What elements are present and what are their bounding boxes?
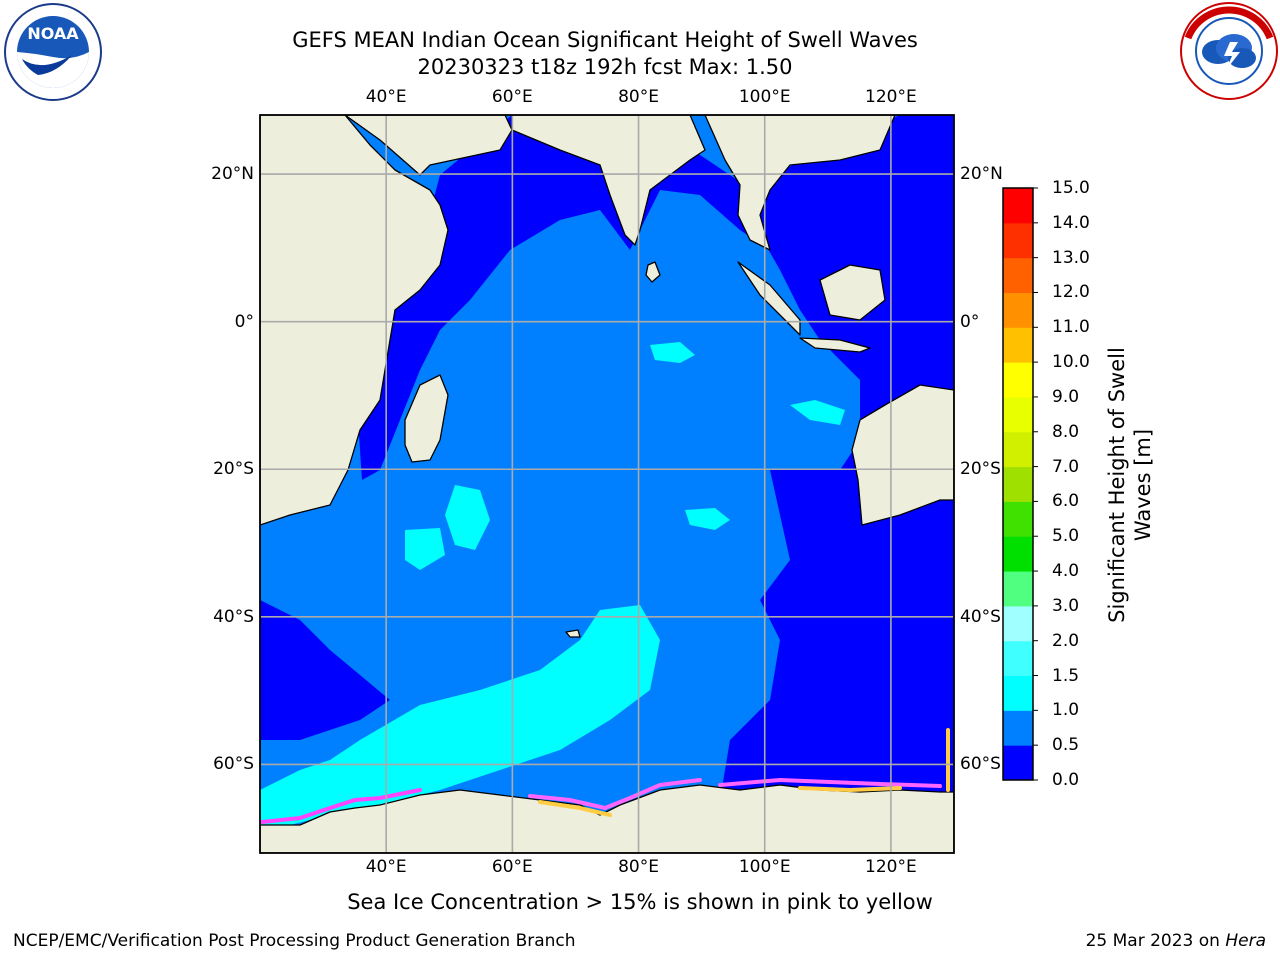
high-swell-region-southern-ocean <box>260 605 660 830</box>
high-swell-patch-1 <box>445 485 490 550</box>
colorbar-tick-label: 0.5 <box>1052 735 1080 756</box>
colorbar-cell <box>1003 396 1033 433</box>
colorbar-cell <box>1003 188 1033 224</box>
sea-ice-caption: Sea Ice Concentration > 15% is shown in … <box>347 890 933 914</box>
colorbar-cell <box>1003 536 1033 572</box>
colorbar-tick-label: 11.0 <box>1052 317 1090 338</box>
high-swell-patch-2 <box>650 342 695 363</box>
colorbar-tick-label: 12.0 <box>1052 282 1090 303</box>
footer-credit: NCEP/EMC/Verification Post Processing Pr… <box>13 931 576 951</box>
land-southeast-asia <box>704 115 896 251</box>
x-tick-label-bottom: 60°E <box>491 857 533 877</box>
colorbar-tick-label: 15.0 <box>1052 178 1090 198</box>
svg-text:NOAA: NOAA <box>27 24 79 43</box>
x-tick-label-top: 100°E <box>738 87 791 107</box>
colorbar-tick-label: 7.0 <box>1052 456 1080 477</box>
land-sumatra <box>737 261 801 336</box>
land-sri-lanka <box>645 261 661 283</box>
chart-title: GEFS MEAN Indian Ocean Significant Heigh… <box>292 28 918 52</box>
y-tick-label-left: 0° <box>234 311 254 332</box>
x-tick-label-bottom: 80°E <box>618 857 659 877</box>
x-tick-label-bottom: 100°E <box>738 857 791 877</box>
x-tick-label-top: 60°E <box>491 87 533 107</box>
colorbar-cell <box>1003 257 1033 293</box>
colorbar-tick-label: 10.0 <box>1052 352 1090 373</box>
high-swell-patch-5 <box>405 528 445 570</box>
colorbar-tick-label: 13.0 <box>1052 247 1090 268</box>
colorbar-tick-label: 5.0 <box>1052 526 1080 547</box>
footer-host: Hera <box>1225 931 1266 951</box>
y-tick-label-left: 60°S <box>213 754 254 775</box>
sea-ice-east <box>718 777 942 788</box>
colorbar-cell <box>1003 292 1033 328</box>
low-swell-region-southwest <box>260 600 390 740</box>
colorbar-cell <box>1003 501 1033 537</box>
colorbar-cell <box>1003 466 1033 502</box>
high-swell-patch-3 <box>790 400 845 425</box>
noaa-logo-icon: NOAA <box>4 3 102 101</box>
sea-ice-east-yellow <box>798 786 902 793</box>
nws-logo-icon <box>1180 2 1278 100</box>
land-java <box>799 337 871 353</box>
x-tick-label-top: 40°E <box>365 87 407 107</box>
colorbar-cell <box>1003 327 1033 363</box>
land-borneo <box>819 264 886 321</box>
y-tick-label-right: 20°S <box>960 459 1001 480</box>
colorbar-label: Significant Height of Swell Waves [m] <box>1105 347 1155 623</box>
y-tick-label-right: 40°S <box>960 606 1001 627</box>
colorbar-tick-label: 8.0 <box>1052 421 1080 442</box>
sea-ice-central <box>528 778 702 811</box>
colorbar-tick-label: 14.0 <box>1052 212 1090 233</box>
land-antarctica <box>260 784 954 853</box>
colorbar-tick-label: 4.0 <box>1052 561 1080 582</box>
high-swell-patch-4 <box>685 508 730 530</box>
footer-date-text: 25 Mar 2023 on <box>1085 931 1226 951</box>
chart-subtitle: 20230323 t18z 192h fcst Max: 1.50 <box>417 55 793 79</box>
y-tick-label-right: 60°S <box>960 754 1001 775</box>
land-madagascar <box>404 374 449 463</box>
gridlines <box>260 115 954 853</box>
colorbar-cell <box>1003 710 1033 746</box>
y-tick-label-left: 20°S <box>213 459 254 480</box>
colorbar-tick-label: 3.0 <box>1052 595 1080 616</box>
y-tick-label-left: 40°S <box>213 606 254 627</box>
colorbar-tick-label: 1.5 <box>1052 665 1080 686</box>
footer-date: 25 Mar 2023 on Hera <box>1086 931 1266 951</box>
y-tick-label-left: 20°N <box>211 164 254 185</box>
colorbar-frame <box>1002 187 1034 781</box>
x-tick-label-top: 80°E <box>618 87 659 107</box>
y-tick-label-right: 0° <box>960 311 980 332</box>
colorbar-cell <box>1003 605 1033 642</box>
colorbar-tick-label: 6.0 <box>1052 491 1080 512</box>
land-india <box>511 115 706 246</box>
colorbar-cell <box>1003 640 1033 677</box>
colorbar-tick-label: 0.0 <box>1052 770 1080 790</box>
colorbar-tick-label: 2.0 <box>1052 630 1080 651</box>
x-tick-label-bottom: 40°E <box>365 857 407 877</box>
colorbar-cell <box>1003 222 1033 259</box>
map-frame <box>259 114 955 854</box>
low-swell-region-arabian-sea <box>358 115 770 480</box>
colorbar-cell <box>1003 431 1033 468</box>
land-kerguelen <box>565 629 581 638</box>
x-tick-label-top: 120°E <box>865 87 917 107</box>
colorbar-cell <box>1003 362 1033 398</box>
x-tick-label-bottom: 120°E <box>865 857 917 877</box>
y-tick-label-right: 20°N <box>960 164 1003 185</box>
sea-ice-central-yellow <box>538 800 612 817</box>
colorbar-cell <box>1003 675 1033 711</box>
colorbar-cell <box>1003 571 1033 607</box>
land-australia <box>851 384 954 526</box>
colorbar-cell <box>1003 745 1033 781</box>
colorbar-tick-label: 1.0 <box>1052 700 1080 721</box>
colorbar-tick-label: 9.0 <box>1052 386 1080 407</box>
low-swell-region-southeast <box>720 430 954 800</box>
